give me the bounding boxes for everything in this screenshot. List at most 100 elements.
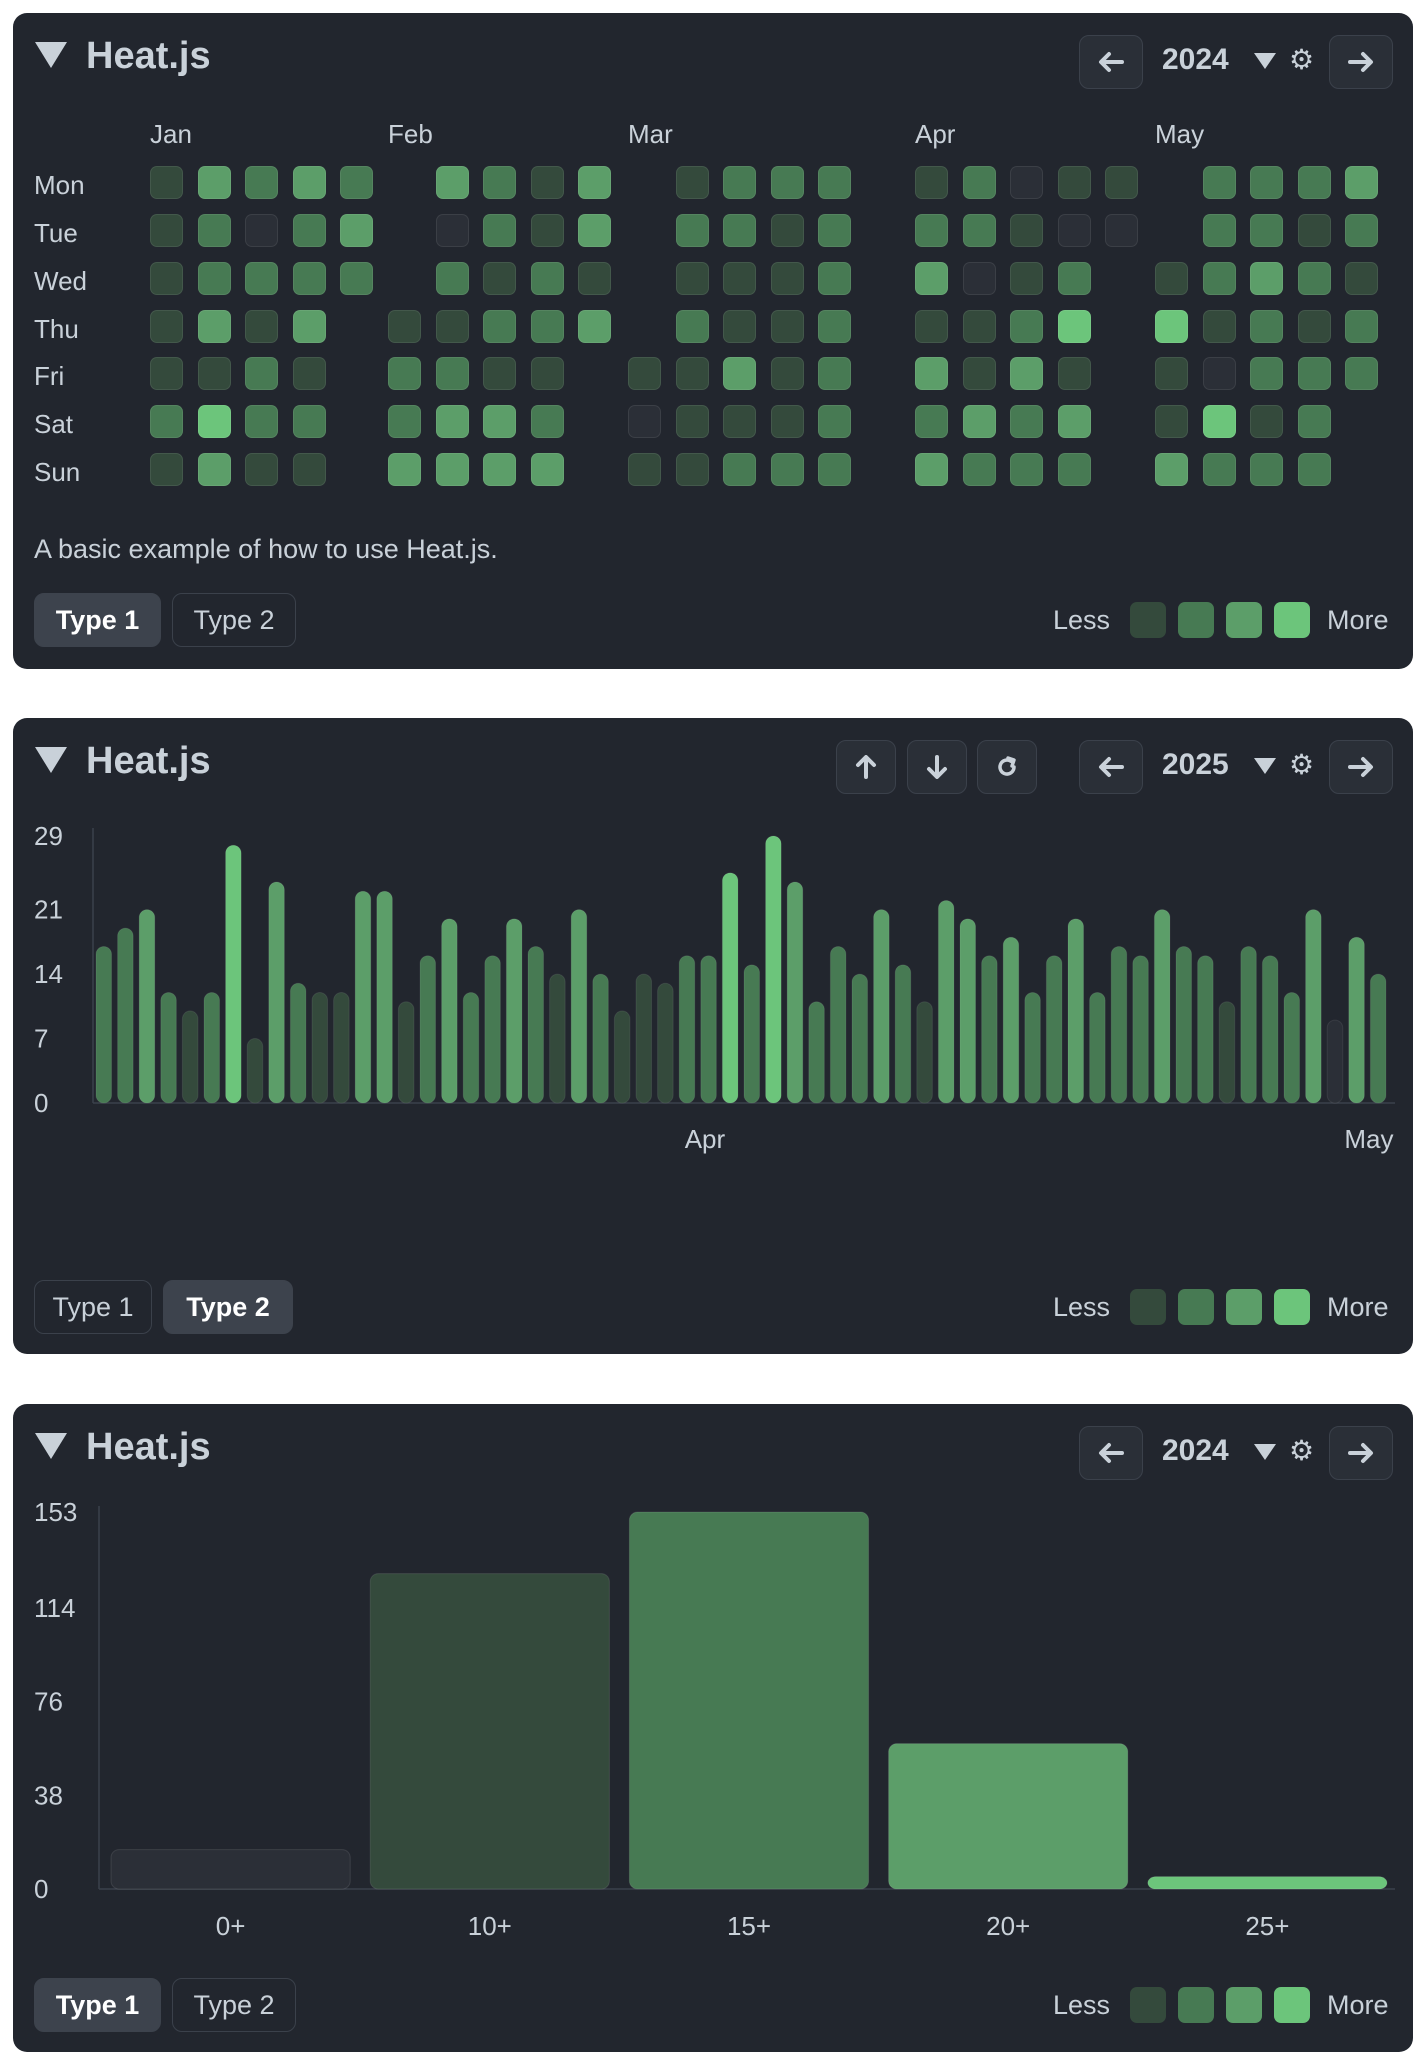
year-label[interactable]: 2024 <box>1162 1434 1229 1467</box>
legend-swatch[interactable] <box>1274 1987 1310 2023</box>
heatmap-day-cell[interactable] <box>675 214 709 247</box>
heatmap-day-cell[interactable] <box>292 310 326 343</box>
heatmap-day-cell[interactable] <box>915 310 948 343</box>
day-bar[interactable] <box>268 881 285 1104</box>
tab-type-1[interactable]: Type 1 <box>34 1978 161 2032</box>
heatmap-day-cell[interactable] <box>1202 405 1236 438</box>
heatmap-day-cell[interactable] <box>483 405 516 438</box>
tab-type-1[interactable]: Type 1 <box>34 593 161 647</box>
heatmap-day-cell[interactable] <box>1155 310 1188 343</box>
day-bar[interactable] <box>354 890 372 1104</box>
heatmap-day-cell[interactable] <box>292 166 326 199</box>
heatmap-day-cell[interactable] <box>770 214 804 247</box>
heatmap-day-cell[interactable] <box>723 453 756 486</box>
heatmap-day-cell[interactable] <box>1057 453 1091 486</box>
day-bar[interactable] <box>203 992 221 1104</box>
day-bar[interactable] <box>851 973 869 1104</box>
day-bar[interactable] <box>225 844 242 1104</box>
legend-swatch[interactable] <box>1178 1289 1214 1325</box>
heatmap-day-cell[interactable] <box>245 166 278 199</box>
day-bar[interactable] <box>1110 945 1128 1104</box>
heatmap-day-cell[interactable] <box>150 453 183 486</box>
legend-swatch[interactable] <box>1226 602 1262 638</box>
heatmap-day-cell[interactable] <box>1202 166 1236 199</box>
tab-type-1[interactable]: Type 1 <box>34 1280 152 1334</box>
heatmap-day-cell[interactable] <box>962 166 996 199</box>
heatmap-day-cell[interactable] <box>628 405 661 438</box>
heatmap-day-cell[interactable] <box>818 357 851 390</box>
heatmap-day-cell[interactable] <box>818 214 851 247</box>
heatmap-day-cell[interactable] <box>1250 166 1283 199</box>
heatmap-day-cell[interactable] <box>1250 405 1283 438</box>
heatmap-day-cell[interactable] <box>197 214 231 247</box>
heatmap-day-cell[interactable] <box>435 262 469 295</box>
heatmap-day-cell[interactable] <box>1297 405 1331 438</box>
day-bar[interactable] <box>1348 936 1365 1104</box>
day-bar[interactable] <box>1283 992 1301 1104</box>
heatmap-day-cell[interactable] <box>675 357 709 390</box>
heatmap-day-cell[interactable] <box>1057 166 1091 199</box>
heatmap-day-cell[interactable] <box>578 262 611 295</box>
day-bar[interactable] <box>959 918 977 1104</box>
day-bar[interactable] <box>397 1001 415 1104</box>
heatmap-day-cell[interactable] <box>1057 310 1091 343</box>
legend-swatch[interactable] <box>1130 1289 1166 1325</box>
heatmap-day-cell[interactable] <box>675 453 709 486</box>
heatmap-day-cell[interactable] <box>1250 214 1283 247</box>
day-bar[interactable] <box>981 955 998 1104</box>
range-bar[interactable] <box>628 1511 870 1890</box>
heatmap-day-cell[interactable] <box>483 357 516 390</box>
heatmap-day-cell[interactable] <box>1202 310 1236 343</box>
heatmap-day-cell[interactable] <box>1057 357 1091 390</box>
heatmap-day-cell[interactable] <box>530 310 564 343</box>
heatmap-day-cell[interactable] <box>1105 214 1138 247</box>
heatmap-day-cell[interactable] <box>340 262 373 295</box>
heatmap-day-cell[interactable] <box>1155 262 1188 295</box>
heatmap-day-cell[interactable] <box>388 405 421 438</box>
prev-year-button[interactable] <box>1079 740 1143 794</box>
day-bar[interactable] <box>657 982 674 1104</box>
day-bar[interactable] <box>441 918 458 1104</box>
prev-year-button[interactable] <box>1079 1426 1143 1480</box>
heatmap-day-cell[interactable] <box>675 405 709 438</box>
legend-swatch[interactable] <box>1226 1987 1262 2023</box>
heatmap-day-cell[interactable] <box>1345 357 1378 390</box>
day-bar[interactable] <box>462 992 480 1104</box>
heatmap-day-cell[interactable] <box>197 357 231 390</box>
heatmap-day-cell[interactable] <box>483 166 516 199</box>
heatmap-day-cell[interactable] <box>197 262 231 295</box>
heatmap-day-cell[interactable] <box>292 357 326 390</box>
heatmap-day-cell[interactable] <box>675 310 709 343</box>
heatmap-day-cell[interactable] <box>1345 214 1378 247</box>
heatmap-day-cell[interactable] <box>435 453 469 486</box>
heatmap-day-cell[interactable] <box>723 262 756 295</box>
day-bar[interactable] <box>419 955 437 1104</box>
heatmap-day-cell[interactable] <box>675 166 709 199</box>
heatmap-day-cell[interactable] <box>915 453 948 486</box>
heatmap-day-cell[interactable] <box>150 214 183 247</box>
heatmap-day-cell[interactable] <box>1250 262 1283 295</box>
heatmap-day-cell[interactable] <box>818 166 851 199</box>
heatmap-day-cell[interactable] <box>1010 166 1043 199</box>
range-bar[interactable] <box>1147 1876 1388 1890</box>
day-bar[interactable] <box>160 992 177 1104</box>
heatmap-day-cell[interactable] <box>292 262 326 295</box>
day-bar[interactable] <box>333 992 350 1104</box>
heatmap-day-cell[interactable] <box>292 453 326 486</box>
heatmap-day-cell[interactable] <box>1105 166 1138 199</box>
heatmap-day-cell[interactable] <box>388 357 421 390</box>
legend-swatch[interactable] <box>1178 602 1214 638</box>
heatmap-day-cell[interactable] <box>150 310 183 343</box>
heatmap-day-cell[interactable] <box>1057 405 1091 438</box>
heatmap-day-cell[interactable] <box>1345 166 1378 199</box>
gear-icon[interactable]: ⚙ <box>1289 1435 1315 1466</box>
range-bar[interactable] <box>369 1573 610 1890</box>
day-bar[interactable] <box>743 964 761 1104</box>
day-bar[interactable] <box>289 982 307 1104</box>
heatmap-day-cell[interactable] <box>150 262 183 295</box>
day-bar[interactable] <box>613 1010 631 1104</box>
day-bar[interactable] <box>916 1001 933 1104</box>
heatmap-day-cell[interactable] <box>770 357 804 390</box>
day-bar[interactable] <box>484 955 501 1104</box>
heatmap-day-cell[interactable] <box>435 357 469 390</box>
